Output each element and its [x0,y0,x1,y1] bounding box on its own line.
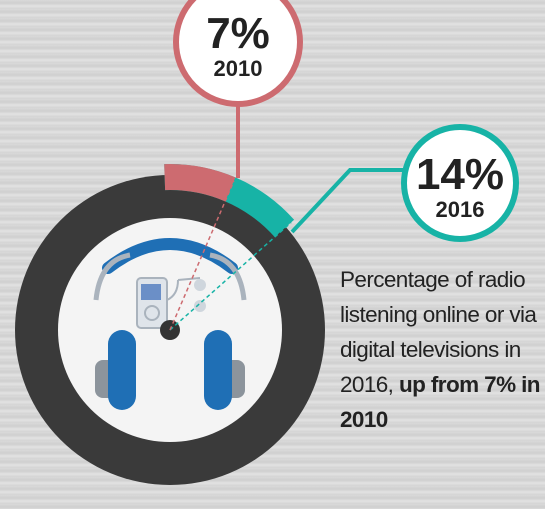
segments [164,163,295,238]
callout-circle [401,124,519,242]
segment [164,163,236,202]
value-label: 7% [206,9,270,58]
value-label: 14% [416,150,504,199]
pointer [169,180,235,331]
callouts: 7%2010 14%2016 [169,0,519,331]
callout-circle [173,0,303,107]
year-label: 2010 [214,56,263,81]
headphones-icon [93,238,247,410]
connector [290,168,404,234]
pointer [169,221,292,331]
description-text: Percentage of radio listening online or … [340,267,537,397]
description: Percentage of radio listening online or … [340,262,545,437]
year-label: 2016 [436,197,485,222]
description-bold: up from 7% in 2010 [340,372,541,432]
